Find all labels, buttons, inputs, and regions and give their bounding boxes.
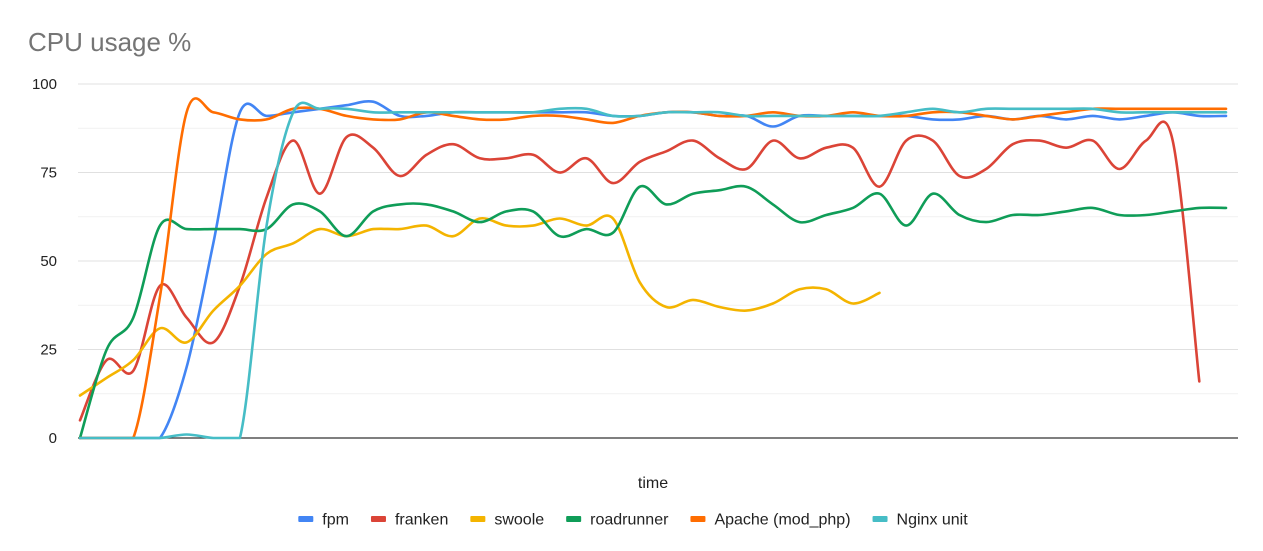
y-tick-label: 75 <box>40 165 57 182</box>
legend-swatch-roadrunner <box>566 516 582 522</box>
legend: fpm franken swoole roadrunner Apache (mod_ph… <box>298 512 968 529</box>
y-tick-label: 100 <box>32 76 57 93</box>
series-line-roadrunner <box>78 184 1228 440</box>
legend-label-swoole: swoole <box>494 512 544 529</box>
series-line-franken <box>78 120 1201 422</box>
y-tick-label: 50 <box>40 253 57 270</box>
series-line-nginx-unit <box>78 101 1228 440</box>
series-line-apache-mod-php <box>78 97 1228 440</box>
legend-swatch-nginx-unit <box>872 516 888 522</box>
y-tick-label: 0 <box>49 430 57 447</box>
series-line-swoole <box>78 214 881 397</box>
series-lines <box>78 97 1228 440</box>
legend-swatch-apache-mod-php <box>690 516 706 522</box>
legend-label-nginx-unit: Nginx unit <box>897 512 969 529</box>
legend-swatch-fpm <box>298 516 314 522</box>
y-tick-label: 25 <box>40 342 57 359</box>
chart-title: CPU usage % <box>28 27 191 57</box>
x-axis-label: time <box>638 475 668 492</box>
legend-label-roadrunner: roadrunner <box>590 512 669 529</box>
legend-label-franken: franken <box>395 512 448 529</box>
legend-swatch-swoole <box>470 516 486 522</box>
legend-label-fpm: fpm <box>322 512 349 529</box>
y-axis-ticks: 0 25 50 75 100 <box>32 76 57 447</box>
gridlines <box>78 83 1238 439</box>
legend-swatch-franken <box>370 516 386 522</box>
legend-label-apache-mod-php: Apache (mod_php) <box>714 512 850 529</box>
